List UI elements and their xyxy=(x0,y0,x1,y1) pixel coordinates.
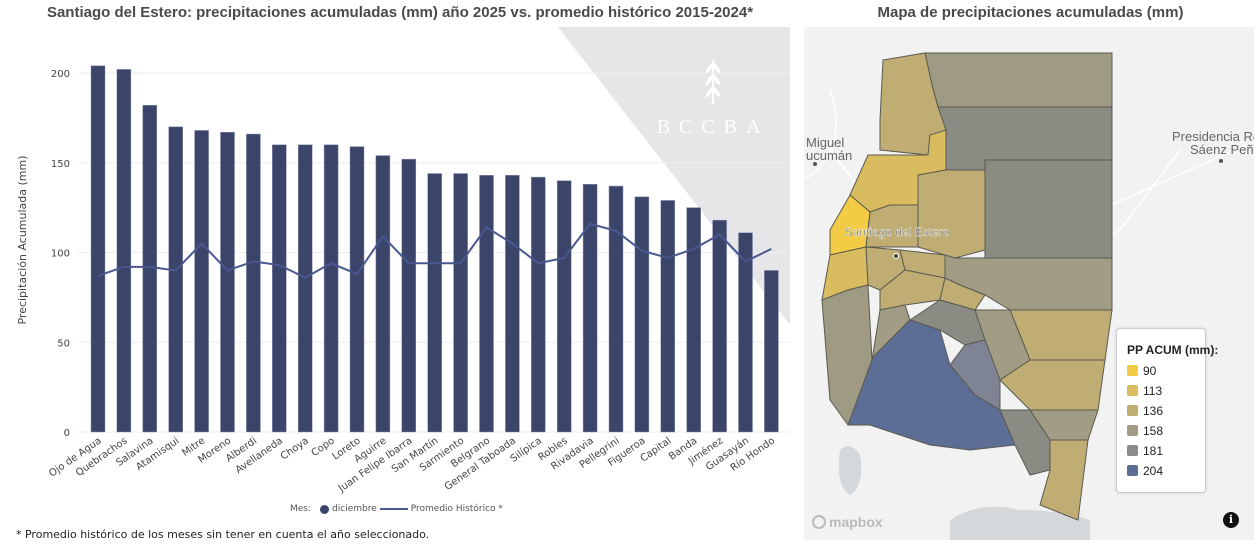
bar-robles[interactable] xyxy=(556,180,572,433)
map-label-saenz-pena-1: Presidencia Ro xyxy=(1172,129,1254,144)
legend-dot-icon xyxy=(320,504,330,514)
y-tick-label: 150 xyxy=(51,159,70,170)
map-legend-label: 181 xyxy=(1143,443,1164,458)
y-tick-label: 200 xyxy=(51,69,70,80)
bar-rivadavia[interactable] xyxy=(582,184,598,433)
bar-figueroa[interactable] xyxy=(634,196,650,433)
bar-choya[interactable] xyxy=(297,144,313,433)
map-label-saenz-pena-2: Sáenz Peña xyxy=(1190,142,1254,157)
y-axis-label: Precipitación Acumulada (mm) xyxy=(16,155,29,324)
map-legend-label: 136 xyxy=(1143,403,1164,418)
bar-jiménez[interactable] xyxy=(712,219,727,433)
legend-prefix: Mes: xyxy=(290,504,312,514)
dept-avellaneda xyxy=(1039,439,1089,521)
map-legend-item: 136 xyxy=(1127,403,1205,418)
map-legend-label: 204 xyxy=(1143,463,1164,478)
bar-capital[interactable] xyxy=(660,200,676,433)
bar-quebrachos[interactable] xyxy=(116,69,132,433)
map-label-tucuman-2: ucumán xyxy=(806,148,852,163)
watermark-logo: BCCBA xyxy=(657,60,770,138)
bar-juan-felipe-ibarra[interactable] xyxy=(401,158,417,433)
map-legend-item: 204 xyxy=(1127,463,1205,478)
legend-line-icon xyxy=(379,508,408,510)
mapbox-text: mapbox xyxy=(829,514,883,530)
bar-guasayán[interactable] xyxy=(738,232,753,433)
bar-copo[interactable] xyxy=(323,144,339,433)
y-tick-label: 50 xyxy=(57,338,70,349)
bar-silípica[interactable] xyxy=(531,176,546,433)
bar-río-hondo[interactable] xyxy=(764,270,779,433)
legend-item-promedio[interactable]: Promedio Histórico * xyxy=(410,504,503,514)
y-tick-label: 0 xyxy=(64,428,70,439)
map-legend-item: 181 xyxy=(1127,443,1205,458)
bar-general-taboada[interactable] xyxy=(505,175,520,433)
mapbox-icon xyxy=(812,515,826,529)
swatch-5 xyxy=(1127,465,1138,476)
bar-moreno[interactable] xyxy=(220,131,235,433)
bar-atamisqui[interactable] xyxy=(168,126,183,433)
bar-mitre[interactable] xyxy=(194,130,209,433)
dept-moreno xyxy=(984,159,1113,259)
legend-item-diciembre[interactable]: diciembre xyxy=(332,504,377,514)
dept-copo xyxy=(924,52,1113,108)
chart-title: Santiago del Estero: precipitaciones acu… xyxy=(46,4,754,21)
dept-figueroa xyxy=(917,169,986,259)
bar-san-martín[interactable] xyxy=(427,173,442,433)
map-label-tucuman-1: Miguel xyxy=(806,135,844,150)
map-legend-label: 90 xyxy=(1143,363,1157,378)
swatch-2 xyxy=(1127,405,1138,416)
map-legend-label: 158 xyxy=(1143,423,1164,438)
y-tick-label: 100 xyxy=(51,249,70,260)
map-title: Mapa de precipitaciones acumuladas (mm) xyxy=(877,4,1184,21)
map-label-santiago: Santiago del Estero xyxy=(845,225,950,239)
department-shapes xyxy=(821,52,1113,521)
map-legend-item: 90 xyxy=(1127,363,1205,378)
swatch-3 xyxy=(1127,425,1138,436)
bar-aguirre[interactable] xyxy=(375,155,391,433)
bar-banda[interactable] xyxy=(686,207,701,433)
bar-alberdi[interactable] xyxy=(246,133,261,433)
map-svg: Santiago del Estero Miguel ucumán Presid… xyxy=(804,52,1254,540)
map-legend-title: PP ACUM (mm): xyxy=(1127,343,1219,357)
map-legend-label: 113 xyxy=(1143,383,1163,398)
chart-legend: Mes: diciembre Promedio Histórico * xyxy=(290,504,503,514)
bar-salavina[interactable] xyxy=(142,105,158,433)
x-tick-label: Choya xyxy=(279,435,311,462)
bar-ojo-de-agua[interactable] xyxy=(90,65,106,433)
dept-sarmiento xyxy=(939,277,986,311)
swatch-1 xyxy=(1127,385,1138,396)
mapbox-logo[interactable]: mapbox xyxy=(812,514,883,530)
map-legend-item: 113 xyxy=(1127,383,1205,398)
watermark-text: BCCBA xyxy=(657,116,770,138)
swatch-4 xyxy=(1127,445,1138,456)
bar-loreto[interactable] xyxy=(349,146,365,433)
series-line-promedio xyxy=(97,222,772,279)
bar-avellaneda[interactable] xyxy=(272,144,287,433)
bar-pellegrini[interactable] xyxy=(608,185,624,433)
info-icon[interactable]: i xyxy=(1223,512,1239,528)
bar-sarmiento[interactable] xyxy=(453,173,468,433)
map-legend-item: 158 xyxy=(1127,423,1205,438)
footnote: * Promedio histórico de los meses sin te… xyxy=(16,528,430,541)
dept-taboada xyxy=(944,254,1113,311)
map-legend: PP ACUM (mm): 90 113 136 158 181 204 xyxy=(1116,328,1219,493)
swatch-0 xyxy=(1127,365,1138,376)
bar-belgrano[interactable] xyxy=(479,175,494,433)
watermark-shape xyxy=(558,27,790,325)
